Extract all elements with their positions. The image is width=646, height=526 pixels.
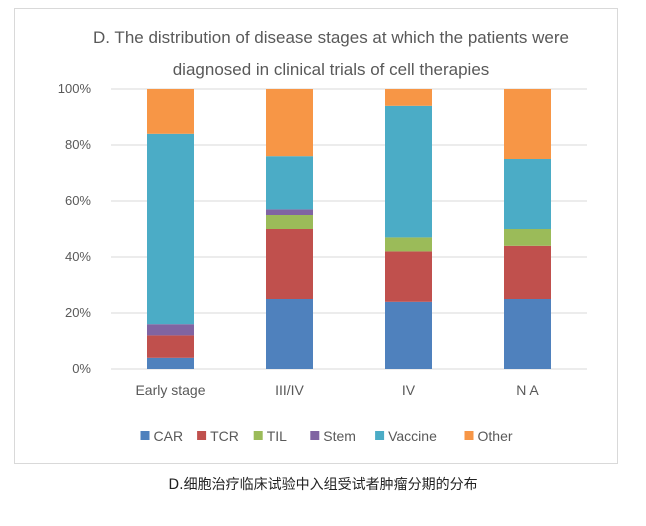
y-tick-label: 100% — [58, 81, 92, 96]
bar-segment-other — [266, 89, 313, 157]
legend-label-stem: Stem — [323, 428, 356, 444]
x-category-label: N A — [516, 382, 539, 398]
legend-label-vaccine: Vaccine — [388, 428, 437, 444]
bar-segment-til — [385, 237, 432, 252]
x-category-label: IV — [402, 382, 416, 398]
y-tick-label: 20% — [65, 305, 91, 320]
legend: CAR TCR TIL Stem Vaccine Other — [140, 428, 513, 444]
figure-caption: D.细胞治疗临床试验中入组受试者肿瘤分期的分布 — [168, 477, 478, 493]
legend-label-other: Other — [478, 428, 513, 444]
legend-label-car: CAR — [154, 428, 184, 444]
legend-swatch-stem — [310, 431, 320, 440]
legend-label-tcr: TCR — [210, 428, 239, 444]
bars — [147, 89, 551, 369]
y-tick-label: 40% — [65, 249, 91, 264]
y-tick-label: 60% — [65, 193, 91, 208]
bar-segment-stem — [266, 209, 313, 215]
legend-label-til: TIL — [267, 428, 287, 444]
legend-swatch-car — [140, 431, 150, 440]
y-tick-label: 80% — [65, 137, 91, 152]
bar-segment-vaccine — [266, 156, 313, 210]
bar-segment-other — [147, 89, 194, 134]
stacked-bar-chart: D. The distribution of disease stages at… — [58, 28, 587, 444]
y-tick-label: 0% — [72, 361, 91, 376]
bar-segment-tcr — [504, 245, 551, 299]
y-axis-ticks: 0% 20% 40% 60% 80% 100% — [58, 81, 92, 376]
bar-segment-vaccine — [385, 105, 432, 238]
bar-segment-vaccine — [147, 133, 194, 325]
bar-segment-other — [385, 89, 432, 106]
bar-segment-stem — [147, 324, 194, 336]
bar-segment-tcr — [385, 251, 432, 302]
legend-swatch-tcr — [197, 431, 207, 440]
bar-segment-car — [266, 299, 313, 369]
bar-segment-other — [504, 89, 551, 159]
legend-swatch-til — [253, 431, 263, 440]
bar-segment-car — [504, 299, 551, 369]
x-category-label: Early stage — [135, 382, 205, 398]
bar-segment-til — [266, 215, 313, 229]
bar-segment-car — [385, 301, 432, 369]
bar-segment-car — [147, 357, 194, 369]
bar-segment-til — [504, 229, 551, 246]
x-category-label: III/IV — [275, 382, 304, 398]
chart-title-line2: diagnosed in clinical trials of cell the… — [173, 60, 490, 79]
bar-segment-vaccine — [504, 159, 551, 229]
bar-segment-tcr — [147, 335, 194, 358]
bar-segment-tcr — [266, 229, 313, 299]
chart-title-line1: D. The distribution of disease stages at… — [93, 28, 569, 47]
x-axis-categories: Early stage III/IV IV N A — [135, 382, 539, 398]
legend-swatch-other — [464, 431, 474, 440]
chart-frame: D. The distribution of disease stages at… — [14, 8, 618, 464]
legend-swatch-vaccine — [375, 431, 385, 440]
